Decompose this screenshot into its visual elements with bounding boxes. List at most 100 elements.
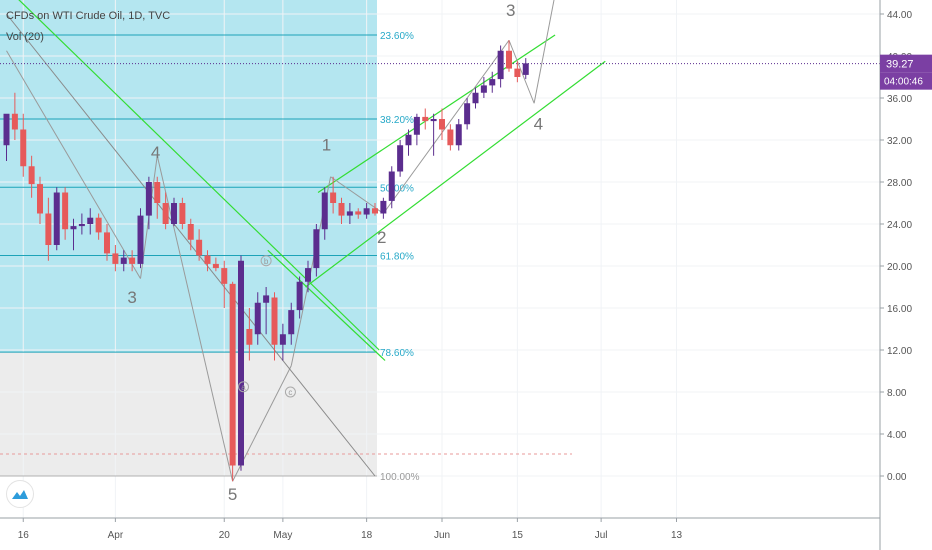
candle-body xyxy=(11,113,18,130)
candle-body xyxy=(480,85,487,93)
candle-body xyxy=(279,334,286,345)
wave-label: 2 xyxy=(377,228,386,247)
sub-wave-label: a xyxy=(241,383,246,392)
candle-body xyxy=(489,79,496,86)
y-tick-label: 28.00 xyxy=(887,178,912,189)
y-tick-label: 32.00 xyxy=(887,136,912,147)
candle-body xyxy=(129,257,136,264)
candle-body xyxy=(405,134,412,146)
candle-body xyxy=(20,129,27,167)
y-tick-label: 44.00 xyxy=(887,10,912,21)
candle-body xyxy=(53,192,60,245)
candle-body xyxy=(330,192,337,203)
candle-body xyxy=(430,119,437,122)
wave-label: 1 xyxy=(322,136,331,155)
candle-body xyxy=(363,208,370,215)
candle-body xyxy=(70,226,77,230)
wave-label: 3 xyxy=(127,288,136,307)
candle-body xyxy=(514,68,521,77)
x-tick-label: 20 xyxy=(219,530,231,541)
candle-body xyxy=(413,116,420,135)
fib-level-label: 78.60% xyxy=(380,348,414,359)
candle-body xyxy=(3,113,10,146)
fib-level-label: 50.00% xyxy=(380,183,414,194)
x-tick-label: Jul xyxy=(595,530,608,541)
y-tick-label: 4.00 xyxy=(887,430,907,441)
x-tick-label: 15 xyxy=(512,530,524,541)
candle-body xyxy=(313,229,320,269)
y-tick-label: 8.00 xyxy=(887,388,907,399)
x-tick-label: Jun xyxy=(434,530,450,541)
candle-body xyxy=(179,203,186,224)
candle-body xyxy=(204,255,211,264)
candle-body xyxy=(455,124,462,146)
wave-path-segment xyxy=(508,40,535,104)
candle-body xyxy=(187,224,194,240)
candle-body xyxy=(522,63,529,75)
candle-body xyxy=(45,213,52,245)
fibonacci-retracement[interactable]: 23.60% 38.20% 50.00% 61.80% 78.60% 100.00% xyxy=(0,31,572,483)
candle-body xyxy=(288,310,295,335)
candle-body xyxy=(145,182,152,216)
volume-indicator-label[interactable]: Vol (20) xyxy=(6,31,44,43)
fib-level-label: 38.20% xyxy=(380,115,414,126)
candle-body xyxy=(422,116,429,122)
candle-body xyxy=(447,129,454,146)
sub-wave-marker xyxy=(260,255,272,267)
x-tick-label: 16 xyxy=(18,530,30,541)
candle-body xyxy=(246,329,253,345)
wave-path-segment xyxy=(6,50,141,279)
ascending-channel-lower xyxy=(305,60,606,288)
fib-zone-lower xyxy=(0,352,377,476)
x-tick-label: 13 xyxy=(671,530,683,541)
price-badge-value: 39.27 xyxy=(886,59,914,71)
candle-body xyxy=(154,182,161,203)
descending-channel-upper xyxy=(18,0,380,351)
candle-body xyxy=(397,145,404,172)
candle-body xyxy=(78,224,85,227)
wave-path-segment xyxy=(533,0,555,104)
x-tick-label: May xyxy=(273,530,292,541)
candle-body xyxy=(254,302,261,335)
candle-body xyxy=(439,119,445,130)
countdown-badge-value: 04:00:46 xyxy=(884,77,923,88)
candle-body xyxy=(388,171,395,201)
candle-body xyxy=(171,203,177,224)
wave-label: 4 xyxy=(534,115,543,134)
candle-body xyxy=(372,208,378,214)
candle-body xyxy=(321,192,328,230)
candle-body xyxy=(112,253,119,264)
wave-labels: 4 3 5 1 2 3 4 a b c xyxy=(127,1,543,504)
sub-wave-marker xyxy=(284,386,296,398)
candlestick-series[interactable] xyxy=(3,40,529,482)
candle-body xyxy=(212,263,219,269)
candle-body xyxy=(472,92,479,104)
wave-path-segment xyxy=(382,39,510,214)
candle-body xyxy=(229,283,236,466)
tradingview-logo-icon[interactable] xyxy=(6,480,34,508)
wave-label: 5 xyxy=(228,485,237,504)
candle-body xyxy=(221,268,228,284)
fib-level-label: 100.00% xyxy=(380,472,420,483)
y-tick-label: 20.00 xyxy=(887,262,912,273)
candle-body xyxy=(305,268,311,282)
price-badge xyxy=(880,54,932,73)
fib-level-label: 23.60% xyxy=(380,31,414,42)
candle-body xyxy=(464,103,471,125)
ascending-channel-upper xyxy=(317,34,556,193)
sub-wave-label: b xyxy=(264,257,269,266)
wave-label: 4 xyxy=(151,143,160,162)
countdown-badge xyxy=(880,72,932,90)
wave-label: 3 xyxy=(506,1,515,20)
x-tick-label: Apr xyxy=(108,530,124,541)
candle-body xyxy=(506,50,512,69)
candle-body xyxy=(196,239,203,256)
x-tick-label: 18 xyxy=(361,530,373,541)
candle-body xyxy=(238,260,244,466)
candle-body xyxy=(62,192,69,230)
fib-level-label: 61.80% xyxy=(380,252,414,263)
candle-body xyxy=(271,297,278,345)
candle-body xyxy=(338,203,345,216)
